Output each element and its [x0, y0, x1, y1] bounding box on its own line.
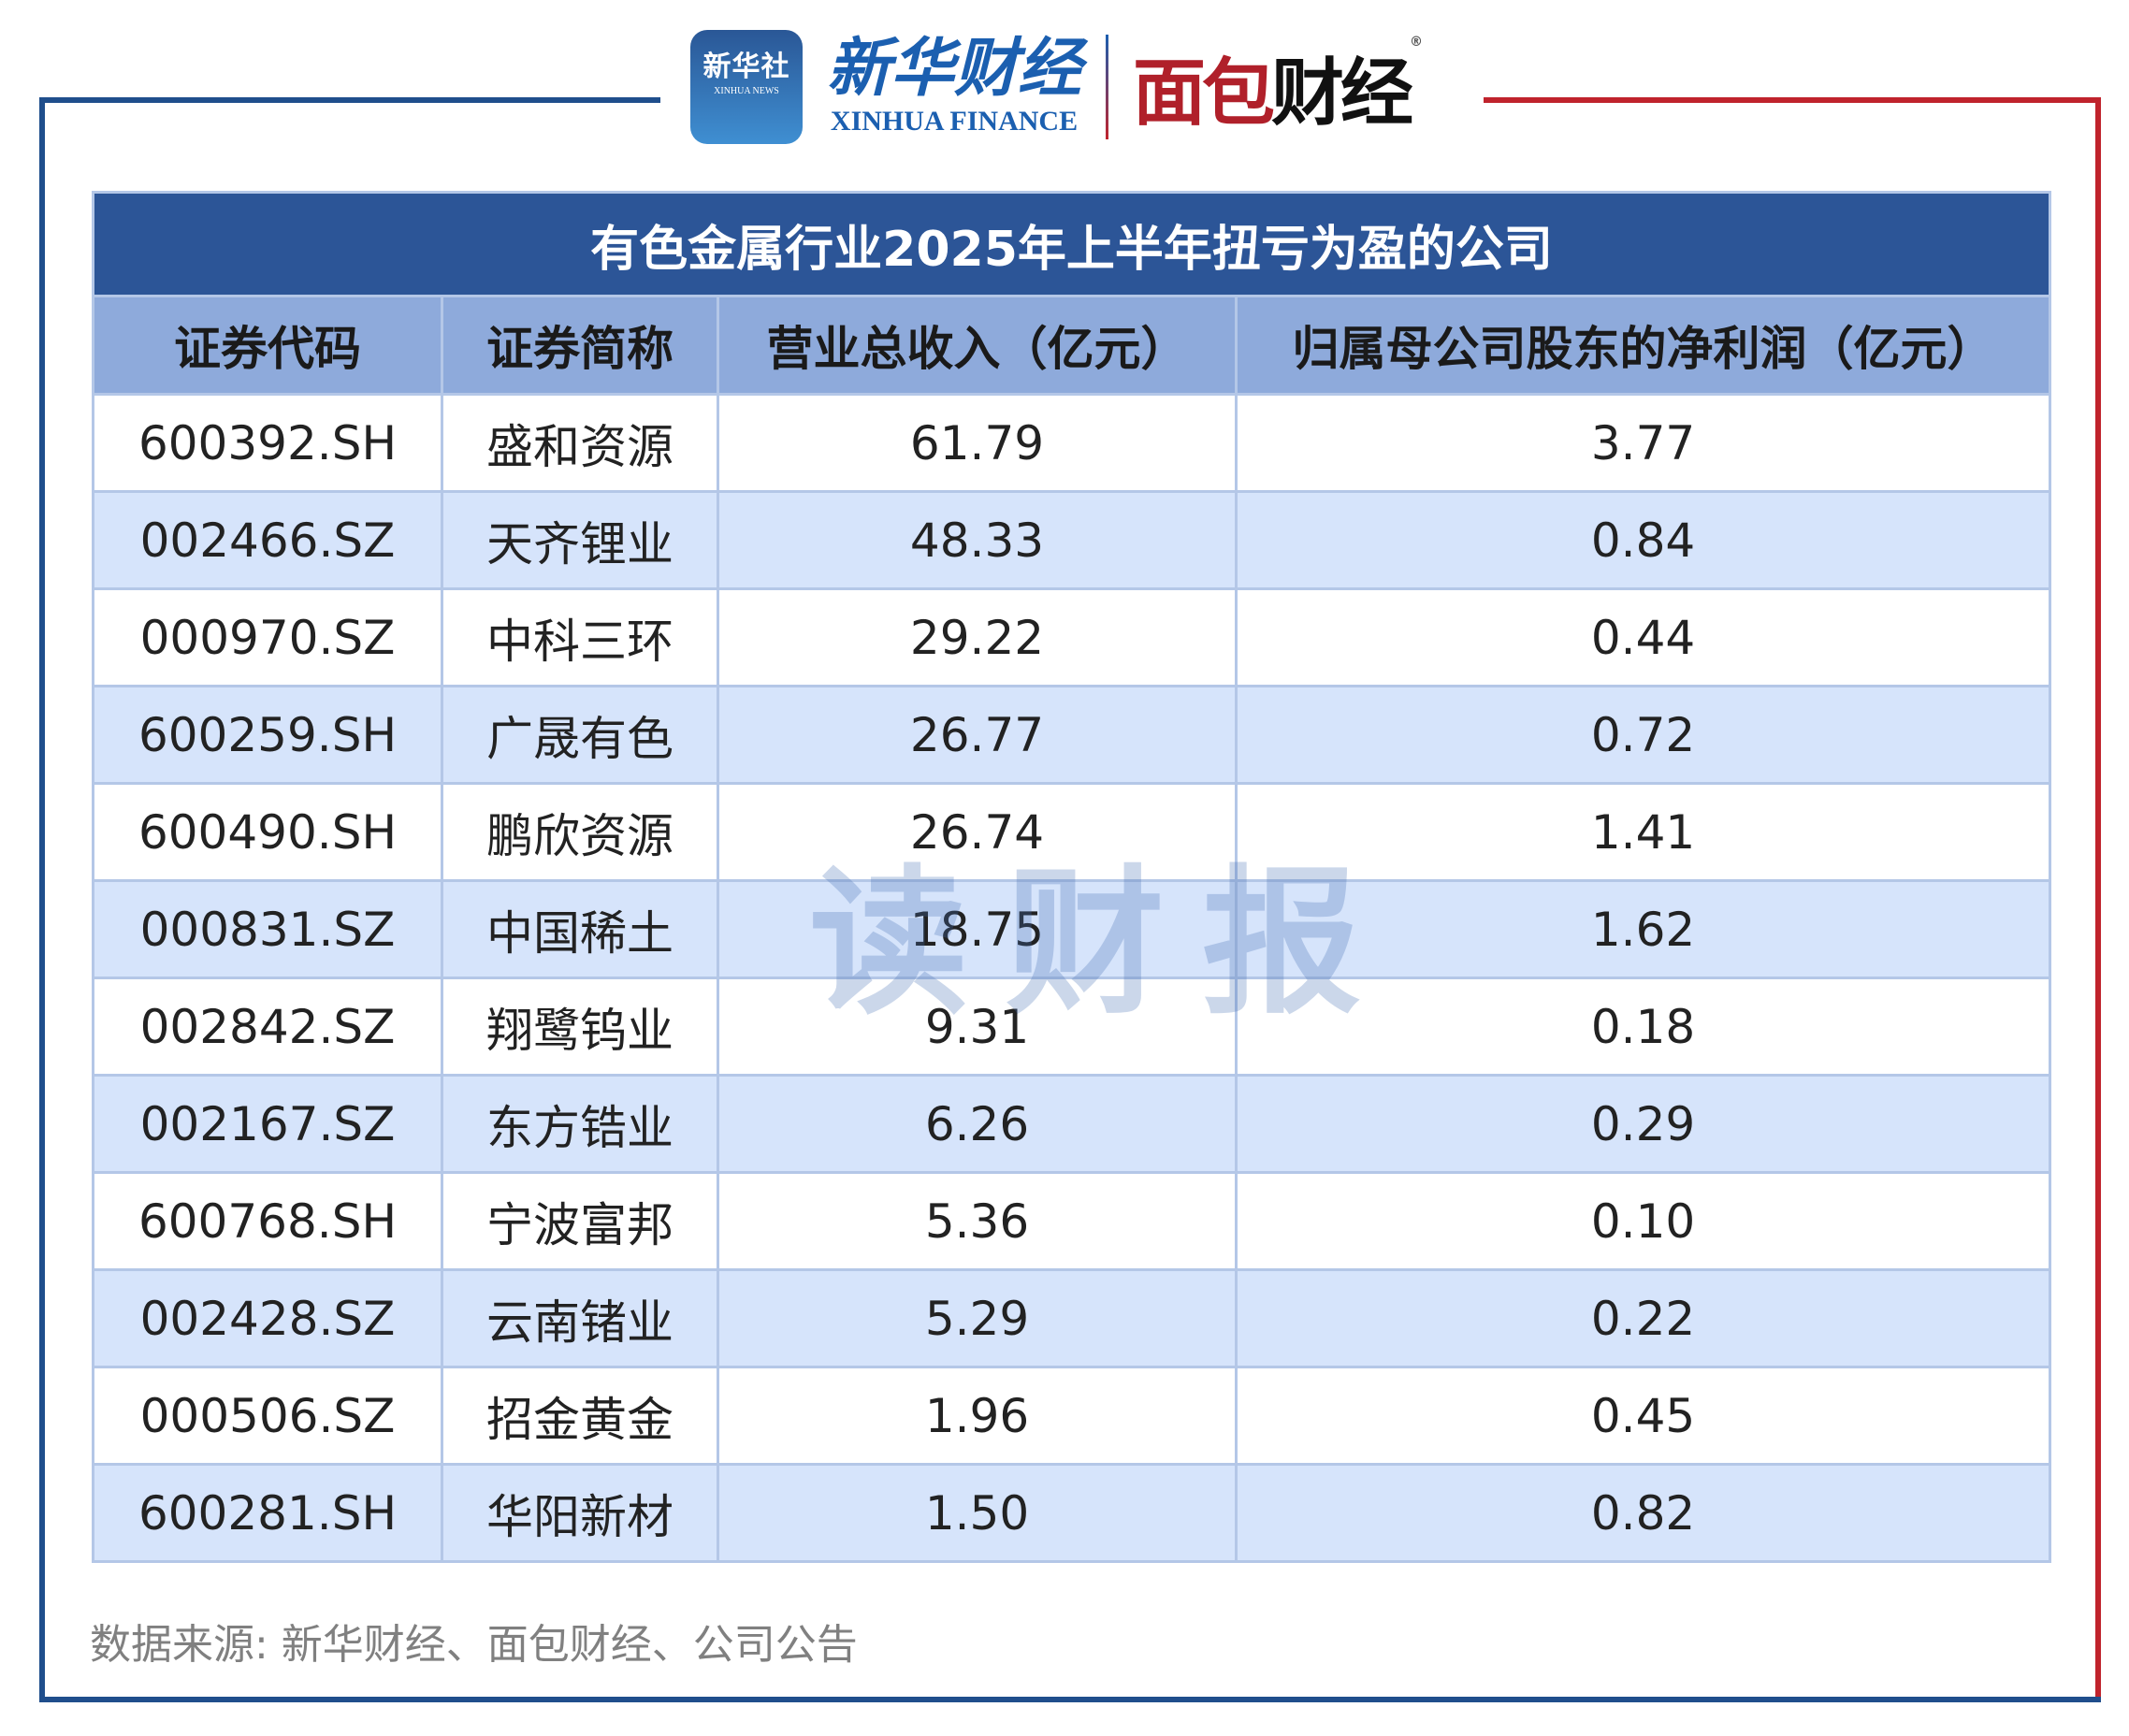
- table-cell: 600392.SH: [92, 393, 443, 493]
- table-cell: 招金黄金: [441, 1366, 719, 1466]
- table-cell: 中国稀土: [441, 879, 719, 979]
- table-cell: 3.77: [1234, 393, 2052, 493]
- table-cell: 000506.SZ: [92, 1366, 443, 1466]
- source-note: 数据来源: 新华财经、面包财经、公司公告: [90, 1621, 858, 1669]
- table-cell: 600259.SH: [92, 685, 443, 785]
- table-cell: 5.36: [717, 1171, 1238, 1271]
- table-cell: 61.79: [717, 393, 1238, 493]
- mianbao-finance-logo: 面包财经®: [1133, 35, 1423, 136]
- table-cell: 1.96: [717, 1366, 1238, 1466]
- table-row: 000831.SZ 中国稀土 18.75 1.62: [92, 879, 2052, 979]
- frame-border-top-red: [1484, 97, 2101, 103]
- table-cell: 26.77: [717, 685, 1238, 785]
- table-title: 有色金属行业2025年上半年扭亏为盈的公司: [91, 191, 2052, 297]
- table-row: 600259.SH 广晟有色 26.77 0.72: [92, 685, 2052, 785]
- table-cell: 26.74: [717, 782, 1238, 882]
- table-cell: 0.22: [1234, 1268, 2052, 1368]
- table-row: 002842.SZ 翔鹭钨业 9.31 0.18: [92, 976, 2052, 1077]
- table-cell: 天齐锂业: [441, 490, 719, 590]
- table-cell: 0.45: [1234, 1366, 2052, 1466]
- table-cell: 0.44: [1234, 587, 2052, 687]
- column-header: 证券简称: [441, 295, 719, 396]
- logo-divider: [1106, 35, 1109, 139]
- table-cell: 9.31: [717, 976, 1238, 1077]
- table-cell: 云南锗业: [441, 1268, 719, 1368]
- table-cell: 0.82: [1234, 1463, 2052, 1563]
- table-cell: 002842.SZ: [92, 976, 443, 1077]
- table-cell: 1.50: [717, 1463, 1238, 1563]
- table-cell: 翔鹭钨业: [441, 976, 719, 1077]
- table-cell: 广晟有色: [441, 685, 719, 785]
- frame-border-top-blue: [39, 97, 660, 103]
- table-row: 002466.SZ 天齐锂业 48.33 0.84: [92, 490, 2052, 590]
- frame-border-left: [39, 97, 45, 1702]
- column-header: 营业总收入（亿元）: [717, 295, 1238, 396]
- table-cell: 0.10: [1234, 1171, 2052, 1271]
- table-row: 000970.SZ 中科三环 29.22 0.44: [92, 587, 2052, 687]
- table-cell: 中科三环: [441, 587, 719, 687]
- table-cell: 600281.SH: [92, 1463, 443, 1563]
- table-cell: 东方锆业: [441, 1074, 719, 1174]
- table-cell: 0.18: [1234, 976, 2052, 1077]
- table-cell: 29.22: [717, 587, 1238, 687]
- table-cell: 002167.SZ: [92, 1074, 443, 1174]
- table-cell: 600768.SH: [92, 1171, 443, 1271]
- table-cell: 000831.SZ: [92, 879, 443, 979]
- table-cell: 002428.SZ: [92, 1268, 443, 1368]
- table-row: 600281.SH 华阳新材 1.50 0.82: [92, 1463, 2052, 1563]
- table-cell: 1.41: [1234, 782, 2052, 882]
- frame-border-bottom: [39, 1697, 2101, 1702]
- table-row: 000506.SZ 招金黄金 1.96 0.45: [92, 1366, 2052, 1466]
- column-header: 证券代码: [92, 295, 443, 396]
- table-row: 002428.SZ 云南锗业 5.29 0.22: [92, 1268, 2052, 1368]
- table-cell: 6.26: [717, 1074, 1238, 1174]
- table-cell: 000970.SZ: [92, 587, 443, 687]
- table-cell: 600490.SH: [92, 782, 443, 882]
- table-cell: 18.75: [717, 879, 1238, 979]
- xinhua-news-logo: 新华社 XINHUA NEWS: [690, 30, 803, 144]
- table-cell: 0.84: [1234, 490, 2052, 590]
- data-table: 有色金属行业2025年上半年扭亏为盈的公司 证券代码 证券简称 营业总收入（亿元）归…: [91, 191, 2052, 1563]
- table-cell: 鹏欣资源: [441, 782, 719, 882]
- logo-bar: 新华社 XINHUA NEWS 新华财经 XINHUA FINANCE 面包财经…: [690, 26, 1423, 148]
- table-cell: 5.29: [717, 1268, 1238, 1368]
- table-row: 600392.SH 盛和资源 61.79 3.77: [92, 393, 2052, 493]
- table-cell: 002466.SZ: [92, 490, 443, 590]
- table-row: 600490.SH 鹏欣资源 26.74 1.41: [92, 782, 2052, 882]
- table-cell: 0.29: [1234, 1074, 2052, 1174]
- frame-border-right: [2095, 97, 2101, 1702]
- table-cell: 1.62: [1234, 879, 2052, 979]
- column-header: 归属母公司股东的净利润（亿元）: [1234, 295, 2052, 396]
- table-cell: 华阳新材: [441, 1463, 719, 1563]
- xinhua-finance-logo: 新华财经 XINHUA FINANCE: [827, 31, 1082, 137]
- table-row: 600768.SH 宁波富邦 5.36 0.10: [92, 1171, 2052, 1271]
- table-cell: 0.72: [1234, 685, 2052, 785]
- table-cell: 宁波富邦: [441, 1171, 719, 1271]
- table-row: 002167.SZ 东方锆业 6.26 0.29: [92, 1074, 2052, 1174]
- table-cell: 盛和资源: [441, 393, 719, 493]
- table-cell: 48.33: [717, 490, 1238, 590]
